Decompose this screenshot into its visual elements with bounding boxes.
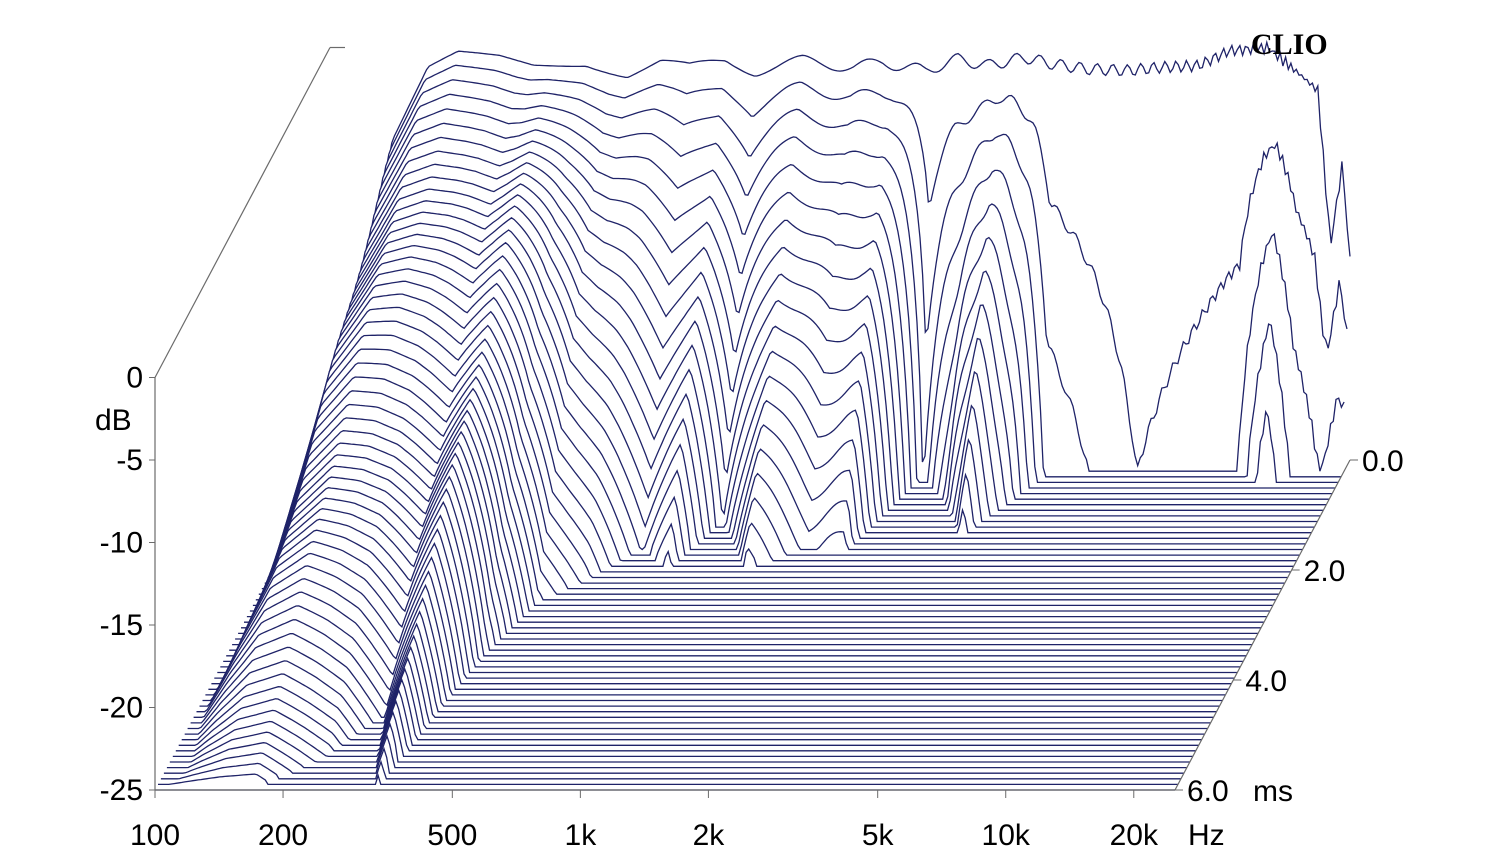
- x-tick-label-0: 100: [130, 819, 180, 852]
- decay-slice-36: [223, 500, 1244, 663]
- slice-mask-31: [238, 442, 1259, 634]
- decay-slice-57: [160, 759, 1181, 780]
- decay-slice-29: [244, 420, 1264, 623]
- time-axis-unit: ms: [1253, 775, 1293, 808]
- x-tick-label-6: 10k: [982, 819, 1031, 852]
- z-axis-unit: dB: [95, 404, 132, 437]
- decay-slice-12: [294, 205, 1315, 528]
- decay-slice-41: [208, 565, 1229, 690]
- brand-logo: CLIO: [1251, 28, 1328, 61]
- decay-slice-24: [258, 362, 1279, 595]
- slice-mask-32: [235, 453, 1256, 639]
- decay-slice-47: [190, 645, 1211, 724]
- decay-slice-15: [285, 241, 1306, 545]
- decay-slice-22: [264, 334, 1285, 584]
- decay-slice-23: [261, 348, 1282, 590]
- decay-slice-26: [252, 387, 1273, 607]
- waterfall-slices: [155, 39, 1351, 791]
- decay-slice-44: [199, 605, 1220, 707]
- decay-slice-40: [211, 552, 1232, 685]
- x-tick-label-5: 5k: [862, 819, 895, 852]
- decay-slice-10: [300, 183, 1321, 517]
- decay-slice-13: [291, 217, 1312, 534]
- z-tick-label-4: -20: [100, 692, 143, 725]
- decay-slice-19: [273, 293, 1294, 567]
- decay-slice-9: [303, 172, 1324, 511]
- frame-right-diagonal: [1174, 459, 1351, 791]
- decay-slice-1: [327, 64, 1348, 468]
- decay-slice-2: [324, 79, 1345, 472]
- x-tick-label-4: 2k: [693, 819, 726, 852]
- slice-mask-58: [158, 774, 1178, 785]
- decay-slice-16: [282, 255, 1303, 551]
- frame-left-diagonal: [154, 47, 331, 378]
- decay-slice-38: [217, 528, 1238, 674]
- decay-slice-28: [246, 409, 1267, 618]
- decay-slice-54: [169, 722, 1190, 763]
- decay-slice-21: [267, 320, 1288, 579]
- decay-slice-3: [321, 93, 1342, 478]
- chart-frame: [154, 46, 1351, 791]
- decay-slice-55: [166, 734, 1187, 769]
- z-tick-label-5: -25: [100, 774, 143, 807]
- decay-slice-58: [158, 773, 1178, 786]
- x-tick-label-3: 1k: [565, 819, 598, 852]
- z-tick-label-2: -10: [100, 527, 143, 560]
- decay-slice-48: [187, 656, 1208, 730]
- decay-slice-37: [220, 514, 1241, 668]
- t-tick-label-0: 0.0: [1362, 445, 1404, 478]
- decay-slice-20: [270, 306, 1291, 573]
- t-tick-label-2: 4.0: [1245, 665, 1287, 698]
- decay-slice-27: [249, 398, 1270, 612]
- decay-slice-6: [312, 136, 1333, 495]
- decay-slice-11: [297, 194, 1318, 523]
- slice-mask-57: [160, 761, 1181, 779]
- z-axis: 0 -5 -10 -15 -20 -25: [100, 362, 155, 807]
- slice-mask-30: [241, 431, 1261, 628]
- decay-slice-31: [238, 441, 1259, 635]
- decay-slice-53: [172, 710, 1193, 758]
- decay-slice-50: [181, 677, 1202, 741]
- x-tick-label-1: 200: [258, 819, 308, 852]
- decay-slice-39: [214, 540, 1235, 679]
- z-tick-label-0: 0: [126, 362, 143, 395]
- decay-slice-43: [202, 591, 1223, 702]
- decay-slice-32: [235, 452, 1256, 640]
- decay-slice-0: [330, 39, 1351, 461]
- decay-slice-4: [318, 108, 1339, 484]
- x-axis: 100 200 500 1k 2k 5k 10k 20k: [130, 790, 1159, 852]
- x-tick-label-7: 20k: [1110, 819, 1159, 852]
- z-tick-label-1: -5: [116, 444, 143, 477]
- decay-slice-5: [315, 122, 1336, 489]
- decay-slice-51: [178, 688, 1199, 746]
- x-tick-label-2: 500: [427, 819, 477, 852]
- decay-slice-8: [306, 162, 1327, 506]
- decay-slice-42: [205, 578, 1226, 696]
- decay-slice-17: [279, 268, 1300, 556]
- decay-slice-52: [175, 699, 1196, 752]
- decay-slice-25: [255, 376, 1276, 601]
- t-tick-label-1: 2.0: [1304, 555, 1346, 588]
- x-axis-unit: Hz: [1188, 819, 1225, 852]
- decay-slice-18: [276, 280, 1297, 562]
- z-tick-label-3: -15: [100, 609, 143, 642]
- decay-slice-49: [184, 667, 1205, 735]
- decay-slice-35: [226, 487, 1247, 657]
- decay-slice-33: [232, 463, 1253, 646]
- decay-slice-34: [229, 475, 1250, 651]
- decay-slice-14: [288, 229, 1309, 539]
- time-axis: 0.0 2.0 4.0 6.0: [1175, 445, 1404, 808]
- decay-slice-30: [241, 430, 1261, 629]
- decay-slice-56: [163, 746, 1184, 774]
- t-tick-label-3: 6.0: [1187, 775, 1229, 808]
- decay-slice-46: [193, 632, 1214, 718]
- decay-slice-45: [196, 619, 1217, 713]
- decay-slice-7: [309, 150, 1330, 500]
